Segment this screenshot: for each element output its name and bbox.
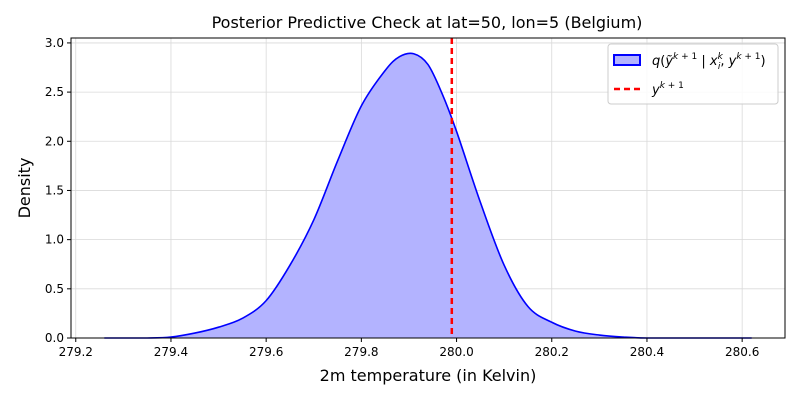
legend-box bbox=[607, 43, 779, 105]
x-tick-label: 279.2 bbox=[59, 345, 93, 359]
chart-title: Posterior Predictive Check at lat=50, lo… bbox=[212, 13, 643, 32]
x-tick-label: 280.4 bbox=[630, 345, 664, 359]
x-tick-label: 280.6 bbox=[725, 345, 759, 359]
x-tick-label: 280.0 bbox=[439, 345, 473, 359]
y-tick-label: 2.0 bbox=[45, 134, 64, 148]
legend-density-swatch bbox=[613, 54, 641, 66]
density-curve bbox=[104, 52, 752, 339]
y-tick-label: 1.5 bbox=[45, 183, 64, 197]
y-tick-label: 0.5 bbox=[45, 282, 64, 296]
x-axis: 279.2 279.4 279.6 279.8 280.0 280.2 280.4 280.6 bbox=[59, 338, 759, 359]
x-tick-label: 279.8 bbox=[344, 345, 378, 359]
x-axis-label: 2m temperature (in Kelvin) bbox=[320, 366, 537, 385]
plot-area bbox=[104, 38, 752, 339]
density-area bbox=[104, 53, 752, 339]
axes-frame bbox=[70, 37, 786, 339]
legend-observation-label: yk + 1 bbox=[651, 81, 684, 98]
y-tick-label: 2.5 bbox=[45, 85, 64, 99]
y-axis-label: Density bbox=[15, 158, 34, 219]
y-axis: 0.0 0.5 1.0 1.5 2.0 2.5 3.0 bbox=[45, 36, 71, 345]
x-tick-label: 279.6 bbox=[249, 345, 283, 359]
y-tick-label: 3.0 bbox=[45, 36, 64, 50]
y-tick-label: 1.0 bbox=[45, 233, 64, 247]
x-tick-label: 279.4 bbox=[154, 345, 188, 359]
legend: q(ỹk + 1 | xk i, yk + 1) yk + 1 bbox=[607, 43, 779, 105]
y-tick-label: 0.0 bbox=[45, 331, 64, 345]
x-tick-label: 280.2 bbox=[535, 345, 569, 359]
